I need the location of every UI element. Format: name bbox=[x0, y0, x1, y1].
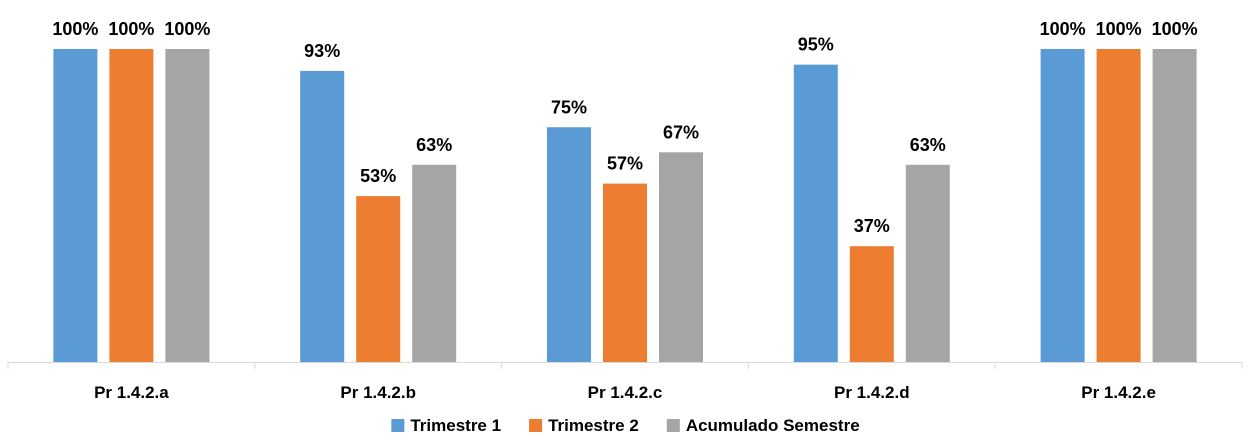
data-label-3-3: 67% bbox=[663, 122, 699, 142]
bar-1-1 bbox=[53, 49, 98, 362]
data-label-4-2: 37% bbox=[854, 216, 890, 236]
data-label-1-3: 100% bbox=[164, 19, 210, 39]
x-tick-label-5: Pr 1.4.2.e bbox=[1081, 383, 1156, 402]
data-label-2-2: 53% bbox=[360, 166, 396, 186]
bar-4-2 bbox=[849, 246, 894, 362]
bar-1-3 bbox=[165, 49, 210, 362]
bar-4-1 bbox=[793, 64, 838, 363]
data-label-2-3: 63% bbox=[416, 135, 452, 155]
legend-swatch-1 bbox=[391, 419, 405, 432]
data-label-3-1: 75% bbox=[551, 97, 587, 117]
data-label-1-1: 100% bbox=[52, 19, 98, 39]
data-label-5-1: 100% bbox=[1040, 19, 1086, 39]
x-tick-label-3: Pr 1.4.2.c bbox=[588, 383, 663, 402]
legend-label-2: Trimestre 2 bbox=[548, 416, 639, 435]
legend: Trimestre 1 Trimestre 2 Acumulado Semestre bbox=[391, 416, 860, 435]
bar-3-3 bbox=[659, 152, 703, 362]
legend-label-3: Acumulado Semestre bbox=[686, 416, 860, 435]
legend-label-1: Trimestre 1 bbox=[410, 416, 501, 435]
legend-swatch-3 bbox=[666, 419, 680, 432]
bar-3-1 bbox=[547, 127, 591, 362]
x-tick-label-2: Pr 1.4.2.b bbox=[340, 383, 416, 402]
bar-1-2 bbox=[109, 49, 154, 362]
bar-2-3 bbox=[412, 164, 457, 362]
bar-3-2 bbox=[603, 183, 647, 362]
x-axis: Pr 1.4.2.a Pr 1.4.2.b Pr 1.4.2.c Pr 1.4.2.d… bbox=[7, 362, 1243, 402]
bar-5-3 bbox=[1152, 49, 1197, 362]
data-label-1-2: 100% bbox=[108, 19, 154, 39]
bar-2-1 bbox=[300, 70, 345, 362]
x-tick-label-1: Pr 1.4.2.a bbox=[94, 383, 169, 402]
data-label-3-2: 57% bbox=[607, 154, 643, 174]
bar-5-2 bbox=[1096, 49, 1141, 362]
legend-swatch-2 bbox=[529, 419, 543, 432]
x-tick-label-4: Pr 1.4.2.d bbox=[834, 383, 910, 402]
bar-2-2 bbox=[356, 196, 401, 362]
data-label-5-2: 100% bbox=[1096, 19, 1142, 39]
data-labels-layer: 100% 100% 100% 93% 53% 63% 75% 57% 67% 95% 37% 63% 1… bbox=[52, 19, 1197, 236]
data-label-2-1: 93% bbox=[304, 41, 340, 61]
bar-4-3 bbox=[905, 164, 950, 362]
data-label-5-3: 100% bbox=[1152, 19, 1198, 39]
data-label-4-3: 63% bbox=[910, 135, 946, 155]
bars-layer bbox=[53, 49, 1197, 363]
bar-5-1 bbox=[1040, 49, 1085, 362]
data-label-4-1: 95% bbox=[798, 35, 834, 55]
